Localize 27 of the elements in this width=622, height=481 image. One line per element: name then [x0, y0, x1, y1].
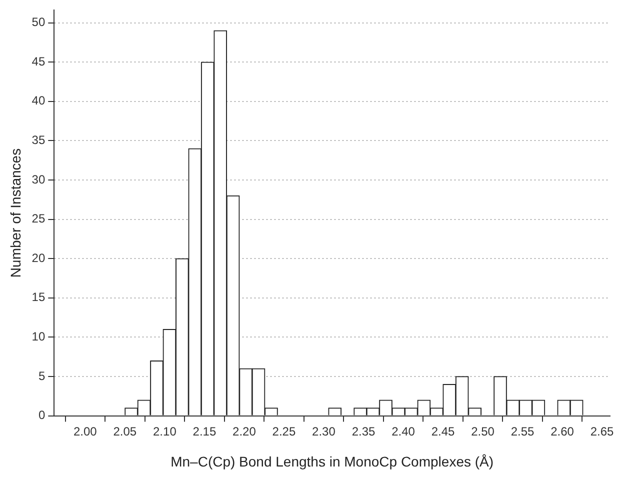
y-tick-label: 20 [32, 250, 46, 265]
y-axis-title: Number of Instances [7, 148, 24, 278]
x-tick-label: 2.20 [232, 424, 256, 438]
x-tick-label: 2.50 [471, 424, 495, 438]
y-tick-label: 0 [38, 408, 46, 422]
y-tick-label: 35 [32, 132, 46, 147]
x-tick-label: 2.65 [590, 424, 614, 438]
x-tick-label: 2.25 [272, 424, 296, 438]
x-axis-title: Mn–C(Cp) Bond Lengths in MonoCp Complexes (Å) [170, 453, 494, 470]
y-tick-label: 15 [32, 290, 46, 304]
x-tick-label: 2.55 [510, 424, 535, 438]
x-tick-label: 2.15 [192, 424, 216, 438]
x-tick-label: 2.60 [550, 424, 574, 438]
x-tick-label: 2.05 [113, 424, 137, 438]
x-tick-label: 2.10 [153, 424, 177, 438]
y-tick-label: 45 [32, 54, 46, 68]
x-tick-label: 2.40 [392, 424, 416, 438]
x-tick-label: 2.35 [352, 424, 376, 438]
x-tick-label: 2.00 [73, 424, 98, 438]
y-tick-label: 50 [32, 15, 46, 30]
y-tick-label: 5 [38, 368, 46, 383]
y-tick-label: 40 [32, 94, 46, 108]
y-tick-label: 25 [32, 212, 46, 226]
y-tick-label: 30 [32, 172, 46, 186]
x-tick-label: 2.45 [431, 424, 456, 438]
y-tick-label: 10 [32, 330, 46, 344]
x-tick-label: 2.30 [312, 424, 336, 438]
